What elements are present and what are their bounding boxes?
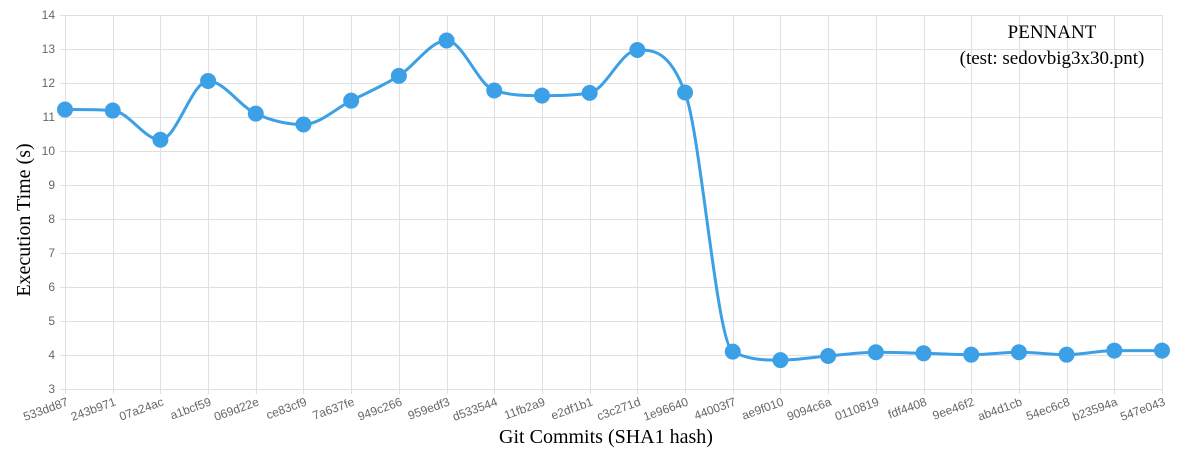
y-tick-label: 13 [42,42,56,56]
y-tick-label: 12 [42,76,56,90]
x-tick-label: 7a637fe [311,395,357,423]
y-axis-title: Execution Time (s) [13,143,35,296]
data-point [581,84,598,101]
data-point [1154,342,1170,359]
y-tick-label: 4 [48,348,55,362]
chart-annotation-test: (test: sedovbig3x30.pnt) [960,48,1145,69]
x-tick-label: 949c266 [356,395,404,424]
y-tick-label: 9 [48,178,55,192]
y-tick-label: 6 [48,280,55,294]
chart-annotation-name: PENNANT [1008,22,1097,43]
data-point [1058,346,1075,363]
data-point [867,344,884,361]
x-tick-label: 9094c6a [785,395,833,424]
y-tick-label: 10 [42,144,56,158]
x-tick-label: d533544 [451,395,500,424]
x-tick-label: 9ee46f2 [931,395,977,423]
x-tick-label: 069d22e [212,395,261,424]
data-point [724,343,741,360]
x-tick-label: ab4d1cb [976,395,1024,424]
x-tick-labels: 533dd87 243b971 07a24ac a1bcf59 069d22e ce83c… [21,395,1167,424]
y-tick-label: 5 [48,314,55,328]
x-tick-label: 547e043 [1118,395,1167,424]
x-tick-label: b23594a [1071,395,1120,424]
y-tick-labels: 3 4 5 6 7 8 9 10 11 12 13 14 [42,8,56,396]
x-tick-label: ce83cf9 [264,395,309,423]
x-tick-label: 533dd87 [21,395,70,424]
x-tick-label: 44003f7 [692,395,738,423]
x-tick-label: e2df1b1 [549,395,595,423]
x-tick-label: 959edf3 [406,395,452,423]
data-point [1106,342,1123,359]
data-point [533,87,550,104]
y-tick-label: 14 [42,8,56,22]
data-point [629,42,646,59]
y-tick-label: 7 [48,246,55,260]
grid [60,15,1163,394]
y-tick-label: 11 [43,110,56,124]
y-tick-label: 8 [48,212,55,226]
data-point [820,348,837,365]
series-line [64,39,1162,362]
data-point [772,352,789,369]
x-tick-label: ae9f010 [740,395,786,423]
data-point [200,72,217,89]
x-tick-label: 1e96640 [641,395,690,424]
x-tick-label: c3c271d [595,395,642,424]
x-tick-label: fdf4408 [886,395,929,422]
data-point [963,346,980,363]
data-point [915,345,932,362]
data-point [295,116,312,133]
data-point [677,84,694,101]
x-tick-label: 243b971 [69,395,118,424]
data-point [104,102,121,119]
data-points [57,32,1170,369]
series-layer [64,39,1162,362]
x-tick-label: 0110819 [833,395,881,424]
data-point [486,82,503,99]
data-point [438,32,455,49]
data-point [390,67,407,84]
data-point [1010,344,1027,361]
data-point [57,101,73,118]
x-axis-title: Git Commits (SHA1 hash) [499,426,713,448]
data-point [152,131,169,148]
x-tick-label: 07a24ac [117,395,165,424]
x-tick-label: 11fb2a9 [502,395,547,423]
data-point [247,105,264,122]
x-tick-label: 54ec6c8 [1024,395,1072,424]
x-tick-label: a1bcf59 [168,395,213,423]
y-tick-label: 3 [48,382,55,396]
data-point [343,92,360,109]
